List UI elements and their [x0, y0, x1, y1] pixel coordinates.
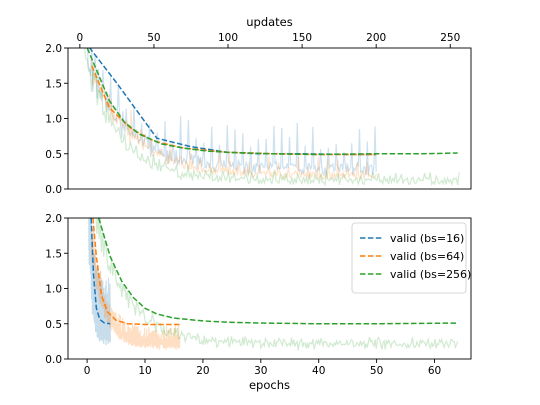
- top-subplot: 0.0 0.5 1.0 1.5 2.0 0 50 100 150 200 250 updates: [45, 15, 472, 196]
- top-ytick-label-3: 1.5: [45, 78, 62, 90]
- bottom-xtick-label-0: 0: [84, 365, 91, 377]
- bottom-legend: valid (bs=16) valid (bs=64) valid (bs=256): [351, 222, 471, 294]
- bottom-ytick-label-0: 0.0: [45, 354, 62, 366]
- top-series-train256: [84, 48, 460, 187]
- top-ytick-label-1: 0.5: [45, 149, 62, 161]
- bottom-series-train64: [91, 228, 181, 351]
- bottom-legend-label-valid16: valid (bs=16): [390, 232, 464, 245]
- bottom-xtick-label-3: 30: [254, 365, 267, 377]
- top-xtick-label-2: 100: [218, 32, 238, 44]
- bottom-ytick-label-4: 2.0: [45, 213, 62, 225]
- top-series-train64: [91, 57, 377, 182]
- bottom-ytick-label-1: 0.5: [45, 319, 62, 331]
- bottom-xtick-label-5: 50: [370, 365, 383, 377]
- bottom-plot-area: [88, 218, 459, 351]
- bottom-series-train256: [95, 218, 459, 351]
- bottom-xlabel: epochs: [249, 378, 290, 392]
- top-xtick-label-4: 200: [366, 32, 386, 44]
- top-ytick-label-4: 2.0: [45, 43, 62, 55]
- bottom-ytick-label-3: 1.5: [45, 248, 62, 260]
- bottom-subplot: 0.0 0.5 1.0 1.5 2.0 0 10 20 30 40 50 60 epochs valid …: [45, 213, 472, 392]
- bottom-xtick-label-6: 60: [428, 365, 441, 377]
- top-xtick-label-1: 50: [147, 32, 160, 44]
- top-xtick-label-3: 150: [292, 32, 312, 44]
- top-ytick-label-0: 0.0: [45, 184, 62, 196]
- top-ytick-label-2: 1.0: [45, 114, 62, 126]
- top-xtick-label-0: 0: [77, 32, 84, 44]
- bottom-series-valid64: [92, 218, 180, 326]
- top-xtick-label-5: 250: [440, 32, 460, 44]
- top-plot-area: [84, 48, 460, 187]
- top-xlabel: updates: [246, 15, 293, 29]
- top-series-train16: [86, 48, 377, 177]
- bottom-xtick-label-2: 20: [196, 365, 209, 377]
- bottom-xtick-label-1: 10: [138, 365, 151, 377]
- bottom-ytick-label-2: 1.0: [45, 284, 62, 296]
- bottom-series-train16: [88, 218, 111, 346]
- bottom-legend-label-valid64: valid (bs=64): [390, 250, 464, 263]
- bottom-series-valid16: [90, 218, 111, 325]
- bottom-legend-label-valid256: valid (bs=256): [390, 268, 471, 281]
- top-series-valid256: [86, 48, 458, 156]
- bottom-series-valid256: [97, 218, 458, 325]
- bottom-xtick-label-4: 40: [312, 365, 325, 377]
- bottom-legend-box: [351, 222, 467, 294]
